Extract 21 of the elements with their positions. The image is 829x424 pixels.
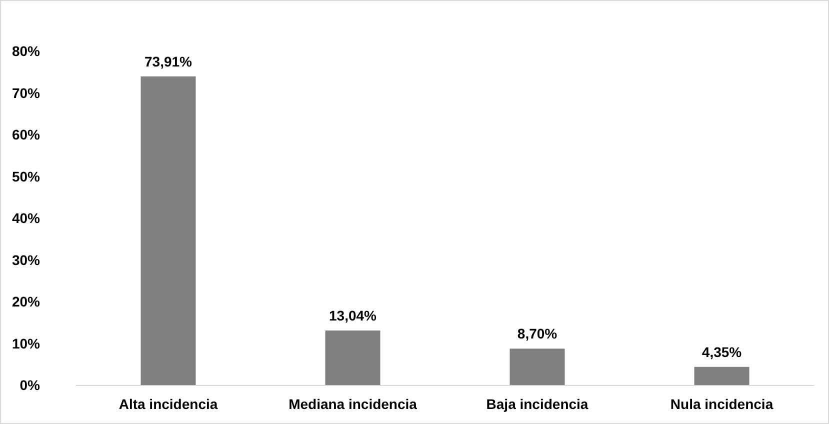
y-tick-label: 70% — [12, 84, 41, 101]
y-tick-label: 60% — [12, 126, 41, 142]
data-label: 4,35% — [702, 344, 742, 360]
y-tick-label: 50% — [12, 168, 41, 184]
y-tick-label: 30% — [12, 252, 41, 268]
x-tick-label: Baja incidencia — [486, 396, 588, 412]
y-tick-label: 40% — [12, 210, 41, 226]
x-tick-label: Alta incidencia — [118, 396, 218, 412]
x-tick-label: Nula incidencia — [670, 396, 774, 412]
bar — [325, 330, 380, 385]
y-tick-label: 20% — [12, 294, 41, 310]
data-label: 8,70% — [517, 326, 558, 342]
bar — [694, 366, 750, 385]
y-tick-label: 0% — [20, 377, 41, 393]
bar — [140, 76, 196, 385]
y-tick-label: 10% — [12, 335, 41, 352]
y-tick-label: 80% — [12, 43, 41, 59]
x-tick-label: Mediana incidencia — [288, 396, 418, 412]
data-label: 73,91% — [144, 53, 193, 70]
bar — [510, 348, 565, 385]
data-label: 13,04% — [329, 308, 378, 324]
